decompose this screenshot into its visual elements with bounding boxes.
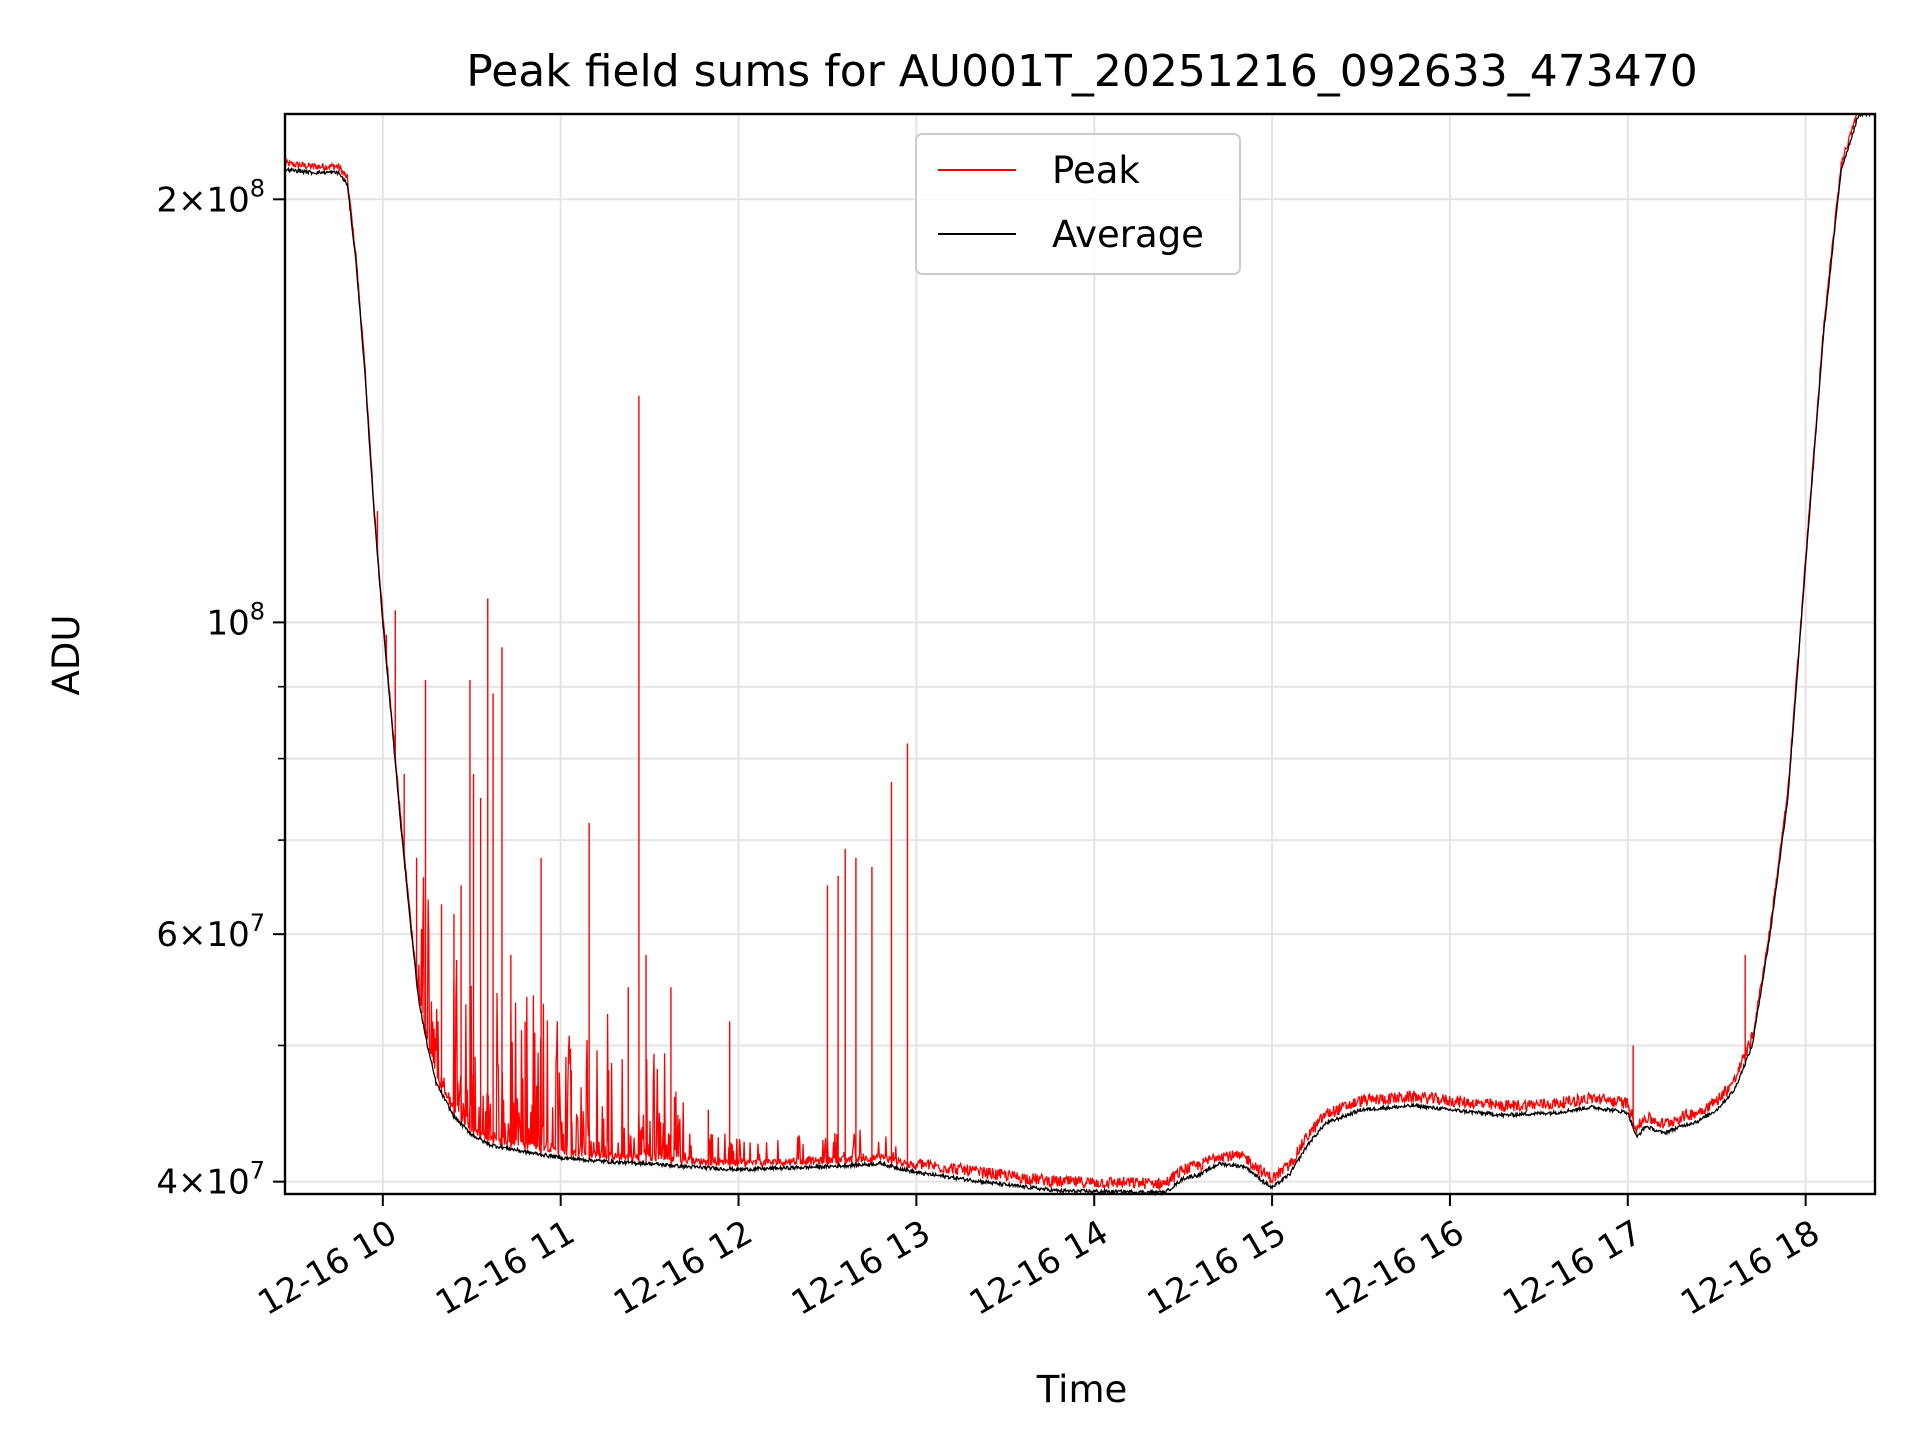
x-tick-label: 12-16 14 (963, 1213, 1115, 1324)
x-tick-label: 12-16 11 (429, 1213, 581, 1324)
grid (285, 114, 1875, 1194)
y-axis-label: ADU (45, 615, 88, 696)
y-tick-label: 2×108 (156, 174, 265, 220)
x-tick-label: 12-16 16 (1318, 1213, 1470, 1324)
x-tick-label: 12-16 15 (1141, 1213, 1293, 1324)
x-tick-label: 12-16 18 (1674, 1213, 1826, 1324)
x-tick-label: 12-16 12 (607, 1213, 759, 1324)
average-series-line (284, 113, 1876, 1197)
peak-series-line (284, 113, 1875, 1192)
y-tick-label: 6×107 (156, 909, 265, 955)
y-tick-label: 108 (206, 597, 265, 643)
x-tick-label: 12-16 17 (1496, 1213, 1648, 1324)
chart-title: Peak field sums for AU001T_20251216_0926… (466, 46, 1698, 97)
legend-average-label: Average (1052, 213, 1204, 256)
legend-peak-label: Peak (1052, 149, 1140, 192)
x-axis-label: Time (1036, 1368, 1128, 1411)
plot-frame (283, 112, 1877, 1196)
y-tick-label: 4×107 (156, 1157, 265, 1203)
y-ticks: 4×107 6×107 108 2×108 (156, 174, 285, 1203)
x-ticks: 12-16 10 12-16 11 12-16 12 12-16 13 12-16 14… (251, 1194, 1827, 1324)
x-tick-label: 12-16 10 (251, 1213, 403, 1324)
legend: Peak Average (915, 133, 1241, 275)
x-tick-label: 12-16 13 (785, 1213, 937, 1324)
series-layer (284, 113, 1876, 1197)
